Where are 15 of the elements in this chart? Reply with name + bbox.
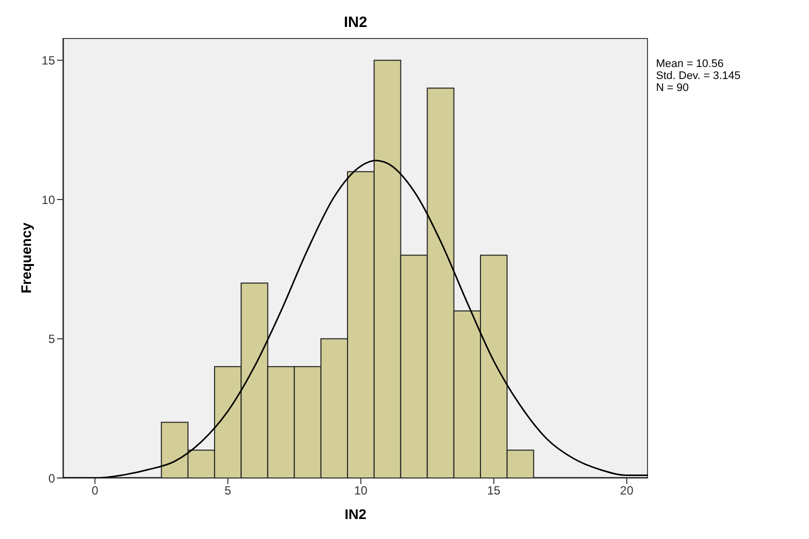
x-axis-title: IN2 xyxy=(344,506,368,522)
y-axis-title: Frequency xyxy=(18,222,35,296)
y-tick-label: 5 xyxy=(48,332,56,346)
text: Std. Dev. = 3.145 xyxy=(656,70,740,82)
x-tick-label: 20 xyxy=(620,484,634,498)
x-tick-label: 10 xyxy=(354,484,368,498)
x-tick-label: 0 xyxy=(92,484,99,498)
x-tick-label: 15 xyxy=(487,484,501,498)
text: Mean = 10.56 xyxy=(656,58,725,70)
y-tick-label: 10 xyxy=(42,192,56,207)
y-tick-label: 0 xyxy=(48,471,56,486)
chart-title: IN2 xyxy=(342,14,368,31)
text: N = 90 xyxy=(656,82,690,94)
y-tick-label: 15 xyxy=(42,54,56,68)
x-tick-label: 5 xyxy=(224,484,232,498)
